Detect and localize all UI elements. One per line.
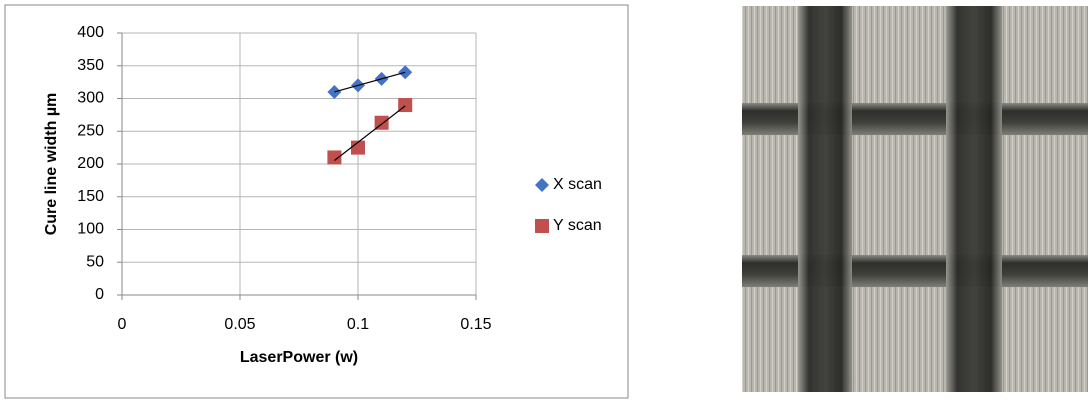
y-tick-label: 150 [77,188,104,205]
x-tick-label: 0.15 [460,316,491,333]
legend-label: X scan [553,176,602,193]
x-tick-label: 0 [118,316,127,333]
page: 0 50 100 150 200 250 300 350 400 0 0.05 0.1 0.15 X sc… [0,0,1091,401]
x-tick-label: 0.1 [347,316,369,333]
photo-line [946,6,1002,392]
micrograph [742,6,1088,392]
y-tick-label: 50 [86,253,104,270]
photo-background [742,6,1088,392]
y-tick-label: 400 [77,24,104,41]
y-tick-label: 200 [77,155,104,172]
y-tick-label: 0 [95,286,104,303]
photo-line [742,255,1088,287]
y-tick-label: 100 [77,221,104,238]
legend-label: Y scan [553,217,602,234]
legend-marker [535,219,549,233]
y-axis-title: Cure line width µm [43,93,60,236]
x-tick-label: 0.05 [224,316,255,333]
photo-line [742,103,1088,135]
y-tick-label: 350 [77,57,104,74]
photo-line [798,6,852,392]
y-tick-label: 250 [77,122,104,139]
x-axis-title: LaserPower (w) [240,349,358,366]
y-tick-label: 300 [77,90,104,107]
